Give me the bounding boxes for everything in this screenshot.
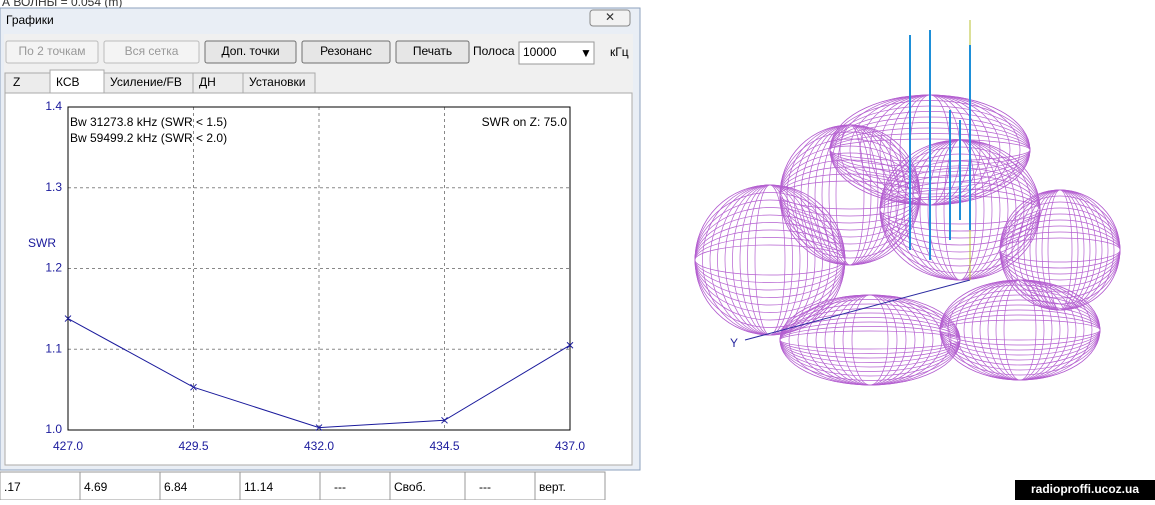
tab[interactable] (4, 72, 51, 94)
table-cell-text: --- (479, 480, 491, 494)
point-marker (190, 383, 197, 391)
x-tick-label: 434.5 (429, 439, 459, 453)
table-cell-text: 4.69 (84, 480, 108, 494)
x-tick-label: 429.5 (178, 439, 208, 453)
window-title: Графики (6, 13, 54, 27)
watermark: radioproffi.ucoz.ua (1031, 482, 1139, 496)
point-marker (315, 424, 323, 431)
radiation-pattern (694, 20, 1121, 386)
axis-label: Y (730, 336, 738, 350)
y-tick-label: 1.2 (45, 261, 62, 275)
toolbar-button[interactable] (204, 40, 297, 64)
y-tick-label: 1.1 (45, 341, 62, 355)
dropdown-arrow[interactable]: ▼ (580, 46, 592, 60)
mesh-line (754, 184, 786, 336)
point-marker (441, 416, 448, 424)
tab[interactable] (49, 69, 105, 95)
toolbar-button[interactable] (301, 40, 391, 64)
tab-label[interactable]: Z (13, 75, 20, 89)
tabs: Z КСВ Усиление/FB ДН Установки (4, 69, 316, 95)
band-value[interactable]: 10000 (523, 45, 557, 59)
annotation: Bw 31273.8 kHz (SWR < 1.5) (70, 115, 227, 129)
annotation: Bw 59499.2 kHz (SWR < 2.0) (70, 131, 227, 145)
toolbar-button-label[interactable]: Резонанс (320, 44, 372, 58)
x-tick-label: 427.0 (53, 439, 83, 453)
y-axis-label: SWR (28, 236, 56, 250)
table-cell-text: 11.14 (244, 480, 273, 494)
table-cell (389, 471, 466, 501)
axis-line (744, 279, 971, 341)
band-label: Полоса (473, 44, 515, 58)
table-cell (534, 471, 606, 501)
tab-label[interactable]: Усиление/FB (110, 75, 182, 89)
table-cell (159, 471, 241, 501)
y-tick-label: 1.4 (45, 99, 62, 113)
table-cell-text: 6.84 (164, 480, 188, 494)
table-cell-text: --- (334, 480, 346, 494)
mesh-line (1047, 189, 1073, 311)
table-cell-text: .17 (4, 480, 21, 494)
x-tick-label: 437.0 (555, 439, 585, 453)
band-select[interactable] (518, 41, 595, 65)
close-button[interactable] (589, 9, 631, 27)
annotation: SWR on Z: 75.0 (482, 115, 568, 129)
table-cell-text: верт. (539, 480, 566, 494)
mesh-line (779, 180, 921, 210)
mesh-line (779, 330, 961, 350)
x-tick-label: 432.0 (304, 439, 334, 453)
point-marker (566, 341, 574, 349)
table-cell (319, 471, 391, 501)
header-text: А ВОЛНЫ = 0.054 (m) (2, 0, 122, 9)
table-cell (464, 471, 536, 501)
toolbar-button-label[interactable]: Печать (413, 44, 452, 58)
mesh-line (851, 294, 889, 386)
mesh-line (1003, 279, 1037, 381)
point-marker (64, 315, 72, 322)
toolbar: По 2 точкам Вся сетка Доп. точки Резонанс Пе… (5, 40, 470, 64)
y-tick-label: 1.3 (45, 180, 62, 194)
table-row: .17 4.69 6.84 11.14 --- Своб. --- верт. (0, 471, 606, 501)
toolbar-button-label[interactable]: Вся сетка (125, 44, 179, 58)
toolbar-button-label[interactable]: По 2 точкам (18, 44, 85, 58)
toolbar-button[interactable] (395, 40, 470, 64)
mesh-line (999, 237, 1121, 263)
tab-label[interactable]: ДН (199, 75, 216, 89)
plot-frame (67, 106, 571, 431)
band-unit: кГц (610, 45, 629, 59)
watermark-bg (1015, 480, 1155, 500)
toolbar-button[interactable] (103, 40, 200, 64)
tab-label[interactable]: КСВ (56, 75, 80, 89)
table-cell-text: Своб. (394, 480, 426, 494)
close-icon[interactable]: ✕ (605, 10, 615, 24)
chart: 1.0 1.1 1.2 1.3 1.4 427.0 429.5 432.0 434.5 437.0… (28, 99, 585, 453)
toolbar-button[interactable] (5, 40, 99, 64)
toolbar-button-label[interactable]: Доп. точки (221, 44, 279, 58)
y-tick-label: 1.0 (45, 422, 62, 436)
tab-label[interactable]: Установки (249, 75, 305, 89)
